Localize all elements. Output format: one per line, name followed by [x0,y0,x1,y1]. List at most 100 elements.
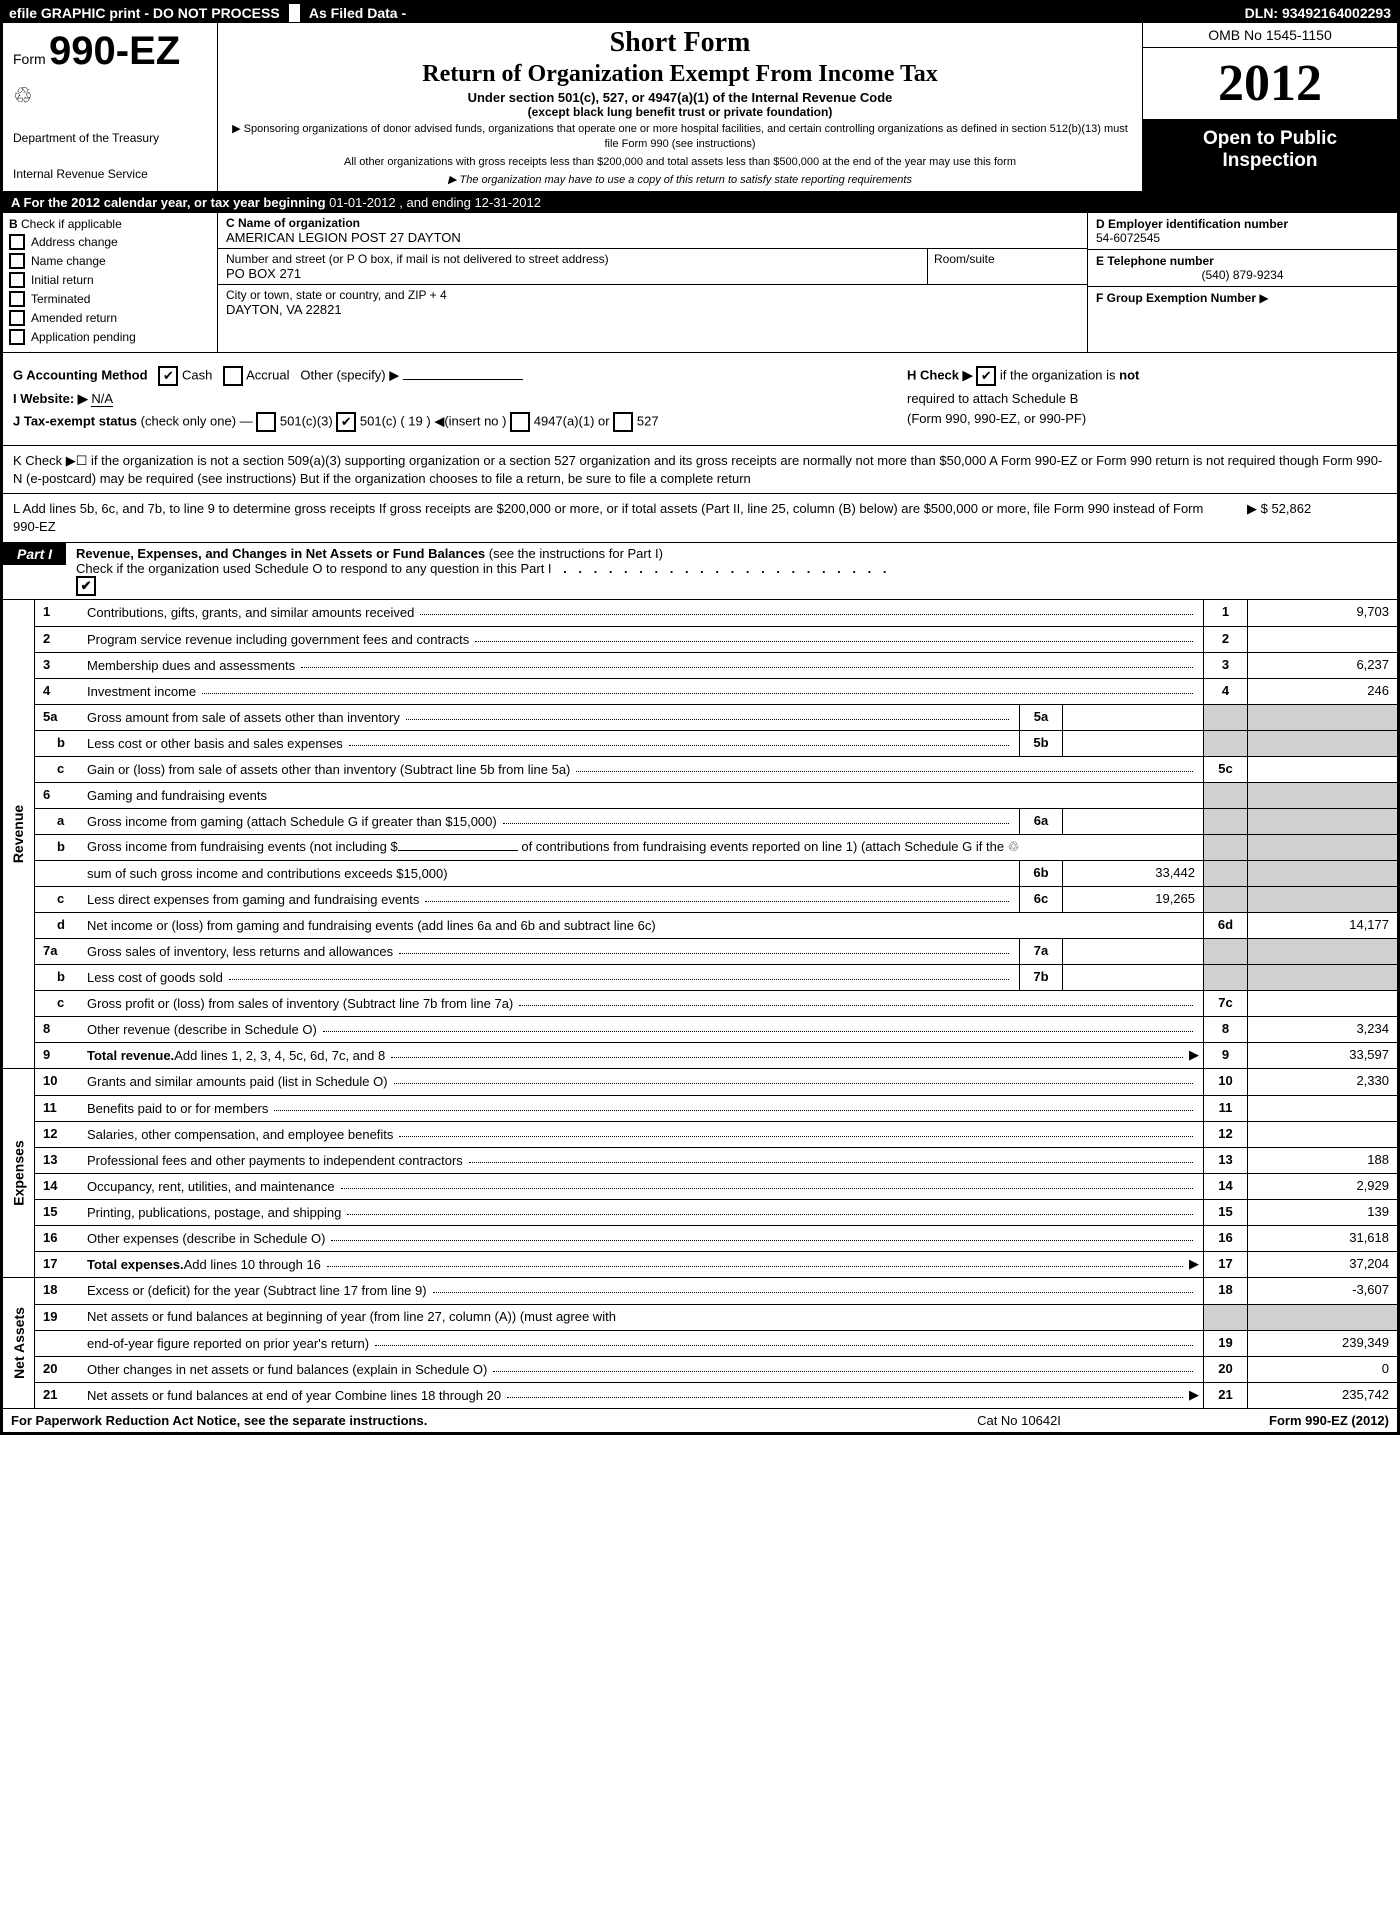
line8-value: 3,234 [1247,1017,1397,1042]
l-text: L Add lines 5b, 6c, and 7b, to line 9 to… [13,500,1227,535]
note-1: ▶ Sponsoring organizations of donor advi… [226,122,1134,152]
chk-address-change[interactable]: Address change [9,234,211,250]
dept-treasury: Department of the Treasury [13,131,159,145]
row-l: L Add lines 5b, 6c, and 7b, to line 9 to… [3,494,1397,542]
line6c-value: 19,265 [1063,887,1203,912]
box-def: D Employer identification number 54-6072… [1087,213,1397,352]
chk-4947[interactable] [510,412,530,432]
h-label: H Check ▶ [907,368,973,383]
org-name-label: C Name of organization [226,216,1079,230]
netassets-table: 18Excess or (deficit) for the year (Subt… [35,1278,1397,1408]
chk-initial-return[interactable]: Initial return [9,272,211,288]
line1-value: 9,703 [1247,600,1397,626]
chk-terminated[interactable]: Terminated [9,291,211,307]
efile-text: efile GRAPHIC print - DO NOT PROCESS [9,5,280,21]
section-bcdef: B Check if applicable Address change Nam… [3,213,1397,353]
revenue-side-label: Revenue [3,600,35,1068]
line15-value: 139 [1247,1200,1397,1225]
open-line1: Open to Public [1203,128,1337,149]
line10-value: 2,330 [1247,1069,1397,1095]
line3-value: 6,237 [1247,653,1397,678]
box-b-sub: Check if applicable [21,217,122,231]
line12-value [1247,1122,1397,1147]
row-a: A For the 2012 calendar year, or tax yea… [3,192,1397,213]
website-label: I Website: ▶ [13,391,88,406]
chk-cash[interactable] [158,366,178,386]
chk-accrual[interactable] [223,366,243,386]
chk-name-change[interactable]: Name change [9,253,211,269]
line19-value: 239,349 [1247,1331,1397,1356]
h-right: H Check ▶ if the organization is not req… [907,361,1387,437]
open-public: Open to Public Inspection [1143,120,1397,191]
dept-irs: Internal Revenue Service [13,167,148,181]
divider-box [288,3,302,23]
line20-value: 0 [1247,1357,1397,1382]
row-ghij: G Accounting Method Cash Accrual Other (… [3,353,1397,446]
open-line2: Inspection [1222,150,1317,171]
chk-h[interactable] [976,366,996,386]
form-title: Return of Organization Exempt From Incom… [226,61,1134,88]
line13-value: 188 [1247,1148,1397,1173]
subtitle-2: (except black lung benefit trust or priv… [226,105,1134,119]
note-3: ▶ The organization may have to use a cop… [226,173,1134,188]
chk-501c[interactable] [336,412,356,432]
header-row: Form 990-EZ ♲ Department of the Treasury… [3,23,1397,192]
h-text3: (Form 990, 990-EZ, or 990-PF) [907,411,1387,426]
subtitle-1: Under section 501(c), 527, or 4947(a)(1)… [226,90,1134,105]
phone-label: E Telephone number [1096,254,1214,268]
street-label: Number and street (or P O box, if mail i… [226,252,919,266]
short-form: Short Form [226,27,1134,59]
part1-check-text: Check if the organization used Schedule … [76,561,552,576]
line4-value: 246 [1247,679,1397,704]
tax-year: 2012 [1143,48,1397,120]
footer-cat: Cat No 10642I [889,1413,1149,1428]
box-c: C Name of organization AMERICAN LEGION P… [218,213,1087,352]
recycling-icon: ♲ [13,83,33,109]
box-b: B Check if applicable Address change Nam… [3,213,218,352]
form-prefix: Form [13,51,46,67]
line5c-value [1247,757,1397,782]
footer: For Paperwork Reduction Act Notice, see … [3,1409,1397,1432]
efile-label: efile GRAPHIC print - DO NOT PROCESS As … [9,5,1245,21]
footer-left: For Paperwork Reduction Act Notice, see … [11,1413,889,1428]
part1-tag: Part I [3,543,66,565]
expenses-side-label: Expenses [3,1069,35,1277]
other-specify: Other (specify) ▶ [300,368,399,383]
l-value: ▶ $ 52,862 [1227,500,1387,535]
revenue-block: Revenue 1Contributions, gifts, grants, a… [3,600,1397,1069]
city-value: DAYTON, VA 22821 [226,302,1079,317]
phone-value: (540) 879-9234 [1096,268,1389,282]
k-text: K Check ▶☐ if the organization is not a … [13,453,1382,486]
form-number: 990-EZ [49,29,180,73]
form-page: efile GRAPHIC print - DO NOT PROCESS As … [0,0,1400,1435]
dln-text: DLN: 93492164002293 [1245,5,1391,21]
accounting-label: G Accounting Method [13,368,148,383]
omb-number: OMB No 1545-1150 [1143,23,1397,48]
asfiled-text: As Filed Data - [309,5,406,21]
expenses-table: 10Grants and similar amounts paid (list … [35,1069,1397,1277]
city-label: City or town, state or country, and ZIP … [226,288,1079,302]
header-right: OMB No 1545-1150 2012 Open to Public Ins… [1142,23,1397,191]
expenses-block: Expenses 10Grants and similar amounts pa… [3,1069,1397,1278]
line16-value: 31,618 [1247,1226,1397,1251]
room-suite: Room/suite [927,249,1087,284]
line7c-value [1247,991,1397,1016]
line6d-value: 14,177 [1247,913,1397,938]
chk-amended[interactable]: Amended return [9,310,211,326]
chk-app-pending[interactable]: Application pending [9,329,211,345]
line11-value [1247,1096,1397,1121]
chk-schedule-o[interactable] [76,576,96,596]
footer-right: Form 990-EZ (2012) [1149,1413,1389,1428]
row-a-label: A For the 2012 calendar year, or tax yea… [11,195,329,210]
row-k: K Check ▶☐ if the organization is not a … [3,446,1397,494]
part1-header: Part I Revenue, Expenses, and Changes in… [3,543,1397,600]
line21-value: 235,742 [1247,1383,1397,1408]
chk-501c3[interactable] [256,412,276,432]
street-value: PO BOX 271 [226,266,919,281]
line2-value [1247,627,1397,652]
org-name-value: AMERICAN LEGION POST 27 DAYTON [226,230,1079,245]
ein-value: 54-6072545 [1096,231,1160,245]
chk-527[interactable] [613,412,633,432]
gij-left: G Accounting Method Cash Accrual Other (… [13,361,907,437]
other-input[interactable] [403,379,523,380]
